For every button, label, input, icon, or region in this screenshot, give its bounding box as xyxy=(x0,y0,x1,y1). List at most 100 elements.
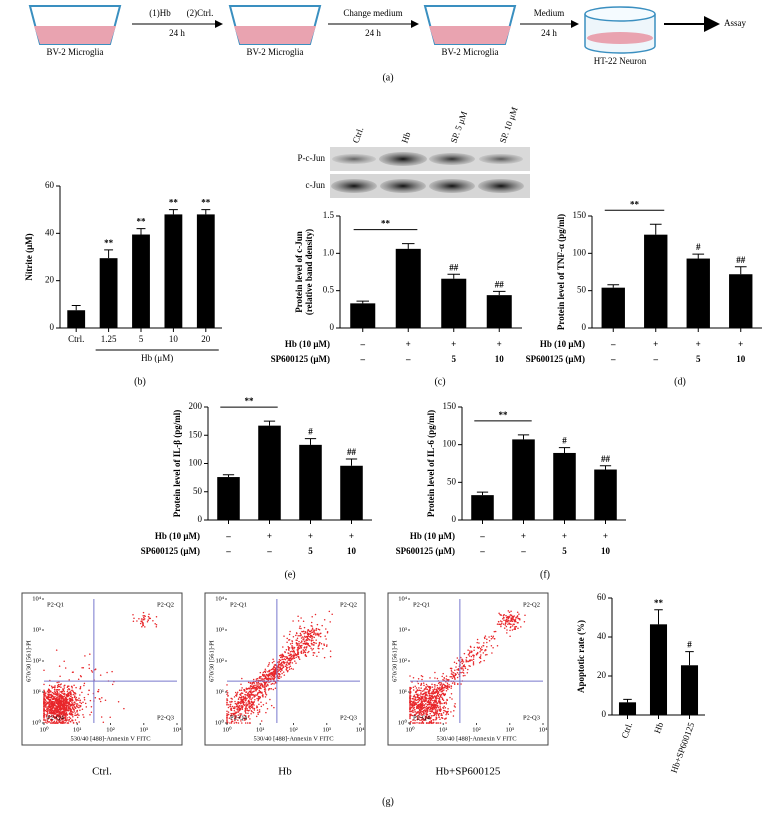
treatment-mark: + xyxy=(267,531,272,541)
event-dot xyxy=(71,714,73,716)
event-dot xyxy=(443,712,445,714)
event-dot xyxy=(302,636,304,638)
event-dot xyxy=(501,623,503,625)
treatment-mark: – xyxy=(653,354,659,364)
event-dot xyxy=(60,683,62,685)
event-dot xyxy=(91,706,93,708)
event-dot xyxy=(273,689,275,691)
event-dot xyxy=(64,684,66,686)
event-dot xyxy=(252,697,254,699)
event-dot xyxy=(43,708,45,710)
event-dot xyxy=(231,722,233,724)
event-dot xyxy=(286,641,288,643)
event-dot xyxy=(273,673,275,675)
treatment-mark: 5 xyxy=(696,354,701,364)
y-tick-label: 50 xyxy=(193,486,203,496)
event-dot xyxy=(43,704,45,706)
event-dot xyxy=(464,675,466,677)
event-dot xyxy=(43,718,45,720)
event-dot xyxy=(479,647,481,649)
event-dot xyxy=(476,653,478,655)
bar xyxy=(681,665,698,715)
event-dot xyxy=(59,691,61,693)
event-dot xyxy=(409,687,411,689)
event-dot xyxy=(63,710,65,712)
panel-label: (e) xyxy=(284,569,295,580)
y-axis-label: Protein level of c-Jun xyxy=(294,231,304,313)
event-dot xyxy=(512,629,514,631)
event-dot xyxy=(300,633,302,635)
step-label: 24 h xyxy=(541,28,557,38)
event-dot xyxy=(282,653,284,655)
event-dot xyxy=(245,707,247,709)
event-dot xyxy=(247,712,249,714)
event-dot xyxy=(285,659,287,661)
event-dot xyxy=(409,675,411,677)
event-dot xyxy=(154,623,156,625)
event-dot xyxy=(428,700,430,702)
event-dot xyxy=(237,709,239,711)
event-dot xyxy=(439,716,441,718)
event-dot xyxy=(55,701,57,703)
event-dot xyxy=(64,695,66,697)
event-dot xyxy=(52,712,54,714)
event-dot xyxy=(248,715,250,717)
event-dot xyxy=(301,641,303,643)
y-tick-label: 0.5 xyxy=(323,285,335,295)
event-dot xyxy=(263,704,265,706)
event-dot xyxy=(69,697,71,699)
event-dot xyxy=(144,616,146,618)
event-dot xyxy=(493,635,495,637)
event-dot xyxy=(321,643,323,645)
event-dot xyxy=(441,697,443,699)
event-dot xyxy=(428,692,430,694)
treatment-label: Hb (10 μM) xyxy=(155,531,200,541)
event-dot xyxy=(288,658,290,660)
event-dot xyxy=(291,647,293,649)
event-dot xyxy=(419,722,421,724)
event-dot xyxy=(471,656,473,658)
event-dot xyxy=(423,693,425,695)
event-dot xyxy=(454,661,456,663)
event-dot xyxy=(226,702,228,704)
event-dot xyxy=(54,685,56,687)
event-dot xyxy=(280,668,282,670)
event-dot xyxy=(274,670,276,672)
event-dot xyxy=(265,696,267,698)
event-dot xyxy=(56,706,58,708)
event-dot xyxy=(303,639,305,641)
treatment-mark: + xyxy=(696,339,701,349)
event-dot xyxy=(497,645,499,647)
event-dot xyxy=(486,642,488,644)
y-tick-label: 10⁰ xyxy=(32,718,42,726)
event-dot xyxy=(54,694,56,696)
event-dot xyxy=(460,667,462,669)
event-dot xyxy=(286,661,288,663)
y-tick-label: 100 xyxy=(443,439,457,449)
event-dot xyxy=(286,669,288,671)
event-dot xyxy=(467,672,469,674)
event-dot xyxy=(263,672,265,674)
event-dot xyxy=(417,695,419,697)
event-dot xyxy=(83,685,85,687)
event-dot xyxy=(292,668,294,670)
event-dot xyxy=(431,693,433,695)
event-dot xyxy=(250,699,252,701)
event-dot xyxy=(480,661,482,663)
event-dot xyxy=(79,710,81,712)
event-dot xyxy=(253,694,255,696)
event-dot xyxy=(513,616,515,618)
event-dot xyxy=(417,707,419,709)
event-dot xyxy=(411,703,413,705)
event-dot xyxy=(281,663,283,665)
event-dot xyxy=(409,711,411,713)
significance: # xyxy=(696,242,701,252)
event-dot xyxy=(439,707,441,709)
y-tick-label: 10³ xyxy=(399,626,408,633)
treatment-mark: + xyxy=(653,339,658,349)
event-dot xyxy=(56,711,58,713)
event-dot xyxy=(453,672,455,674)
event-dot xyxy=(59,711,61,713)
event-dot xyxy=(421,722,423,724)
event-dot xyxy=(433,722,435,724)
